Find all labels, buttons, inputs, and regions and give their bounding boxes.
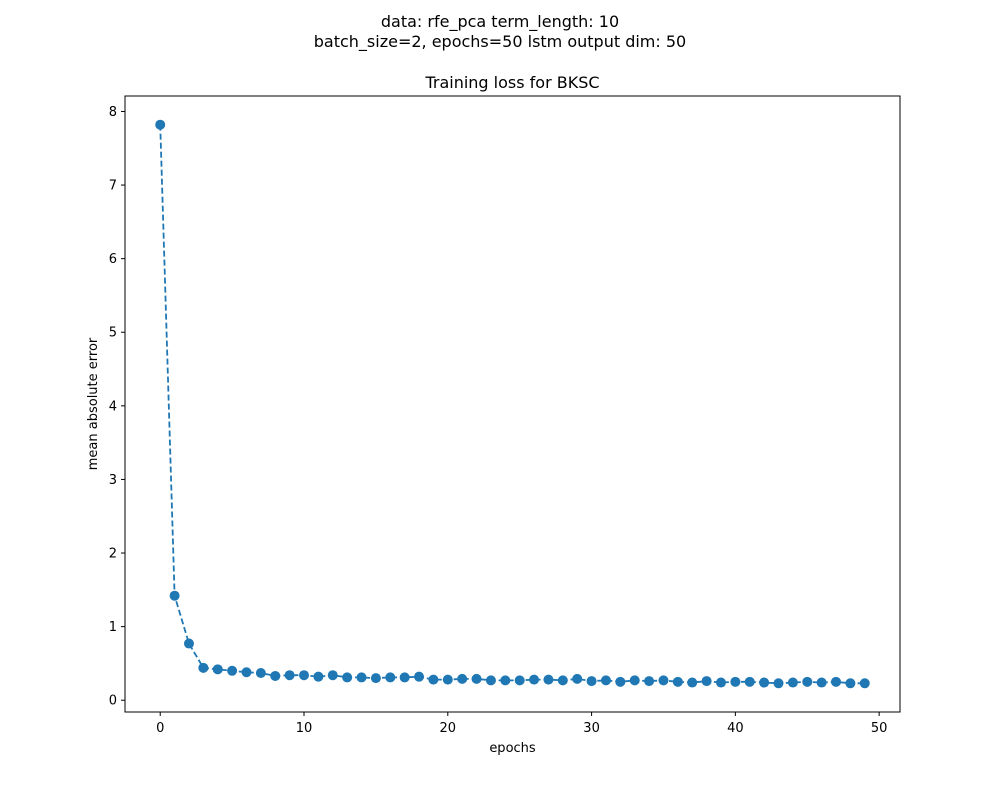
data-point xyxy=(212,664,223,675)
data-point xyxy=(586,676,597,687)
data-point xyxy=(255,667,266,678)
data-point xyxy=(183,638,194,649)
data-point xyxy=(342,672,353,683)
data-point xyxy=(572,673,583,684)
y-tick-label: 5 xyxy=(109,326,117,341)
data-point xyxy=(500,675,511,686)
data-point xyxy=(299,670,310,681)
data-point xyxy=(687,677,698,688)
x-tick-label: 40 xyxy=(727,721,744,736)
chart-title: Training loss for BKSC xyxy=(424,73,599,92)
data-point xyxy=(615,676,626,687)
data-point xyxy=(802,676,813,687)
y-tick-label: 6 xyxy=(109,252,117,267)
data-point xyxy=(529,674,540,685)
data-point xyxy=(399,672,410,683)
data-point xyxy=(543,674,554,685)
data-point xyxy=(557,675,568,686)
data-point xyxy=(600,675,611,686)
data-point xyxy=(327,670,338,681)
data-point xyxy=(831,676,842,687)
y-tick-label: 2 xyxy=(109,547,117,562)
data-point xyxy=(155,119,166,130)
data-point xyxy=(414,671,425,682)
figure-suptitle-line2: batch_size=2, epochs=50 lstm output dim:… xyxy=(313,32,687,51)
y-axis-label: mean absolute error xyxy=(86,337,101,470)
y-axis: 0 1 2 3 4 5 6 7 8 xyxy=(109,105,125,709)
data-point xyxy=(485,675,496,686)
data-point xyxy=(428,674,439,685)
y-tick-label: 1 xyxy=(109,620,117,635)
data-point xyxy=(773,678,784,689)
data-point xyxy=(313,671,324,682)
y-tick-label: 3 xyxy=(109,473,117,488)
x-axis-label: epochs xyxy=(489,741,536,756)
data-point xyxy=(644,676,655,687)
y-tick-label: 7 xyxy=(109,179,117,194)
data-point xyxy=(759,677,770,688)
x-tick-label: 10 xyxy=(296,721,313,736)
data-point xyxy=(385,672,396,683)
data-point xyxy=(457,673,468,684)
figure-suptitle-line1: data: rfe_pca term_length: 10 xyxy=(380,12,620,31)
x-tick-label: 0 xyxy=(156,721,164,736)
data-point xyxy=(370,673,381,684)
data-point xyxy=(744,676,755,687)
data-point xyxy=(816,677,827,688)
data-point xyxy=(658,675,669,686)
y-tick-label: 0 xyxy=(109,694,117,709)
data-point xyxy=(227,665,238,676)
data-point xyxy=(787,677,798,688)
y-tick-label: 4 xyxy=(109,399,117,414)
data-point xyxy=(845,678,856,689)
data-point xyxy=(701,676,712,687)
data-point xyxy=(169,590,180,601)
plot-area xyxy=(124,95,901,713)
data-point xyxy=(715,677,726,688)
x-axis: 0 10 20 30 40 50 xyxy=(156,712,887,736)
data-point xyxy=(241,667,252,678)
data-point xyxy=(629,675,640,686)
x-tick-label: 20 xyxy=(440,721,457,736)
data-point xyxy=(270,670,281,681)
data-point xyxy=(284,670,295,681)
data-point xyxy=(198,662,209,673)
data-point xyxy=(730,676,741,687)
x-tick-label: 30 xyxy=(583,721,600,736)
data-point xyxy=(514,675,525,686)
data-point xyxy=(471,673,482,684)
x-tick-label: 50 xyxy=(871,721,888,736)
data-point xyxy=(356,672,367,683)
data-point xyxy=(859,678,870,689)
series-group xyxy=(155,119,870,689)
y-tick-label: 8 xyxy=(109,105,117,120)
data-point xyxy=(442,674,453,685)
data-point xyxy=(672,676,683,687)
